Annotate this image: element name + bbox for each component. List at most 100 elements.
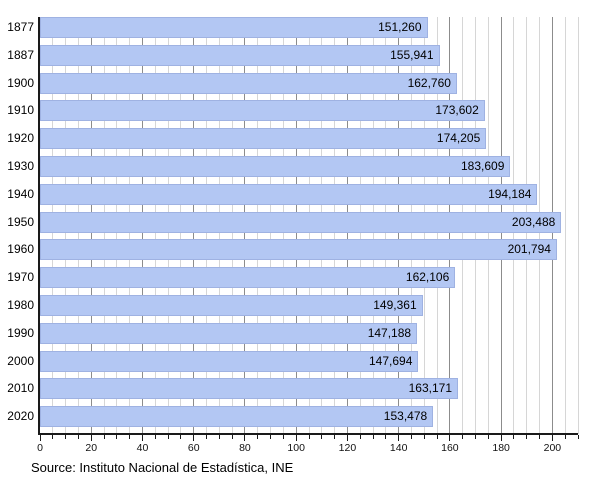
bar: 149,361	[40, 295, 423, 316]
bar-value-label: 163,171	[408, 381, 453, 396]
bar-value-label: 147,694	[368, 353, 413, 368]
y-axis-label: 1970	[7, 270, 34, 285]
bar: 147,694	[40, 350, 419, 372]
x-axis-minor-tick	[410, 435, 412, 439]
x-axis-minor-tick	[334, 435, 336, 439]
bar: 155,941	[40, 44, 440, 66]
x-axis-minor-tick	[359, 435, 361, 439]
y-axis-label: 2000	[7, 353, 34, 368]
bar-value-label: 147,188	[367, 325, 412, 340]
x-axis-minor-tick	[77, 435, 79, 439]
x-axis-minor-tick	[231, 435, 233, 439]
x-axis-major-tick	[141, 435, 143, 441]
x-axis-major-tick	[551, 435, 553, 441]
bar-value-label: 203,488	[511, 214, 556, 229]
x-axis-minor-tick	[308, 435, 310, 439]
x-axis-line	[38, 433, 578, 435]
bar: 163,171	[40, 378, 459, 400]
x-axis-major-tick	[39, 435, 41, 441]
x-axis-minor-tick	[167, 435, 169, 439]
bar: 174,205	[40, 128, 487, 150]
x-axis-minor-tick	[513, 435, 515, 439]
x-axis-minor-tick	[475, 435, 477, 439]
y-axis-label: 2010	[7, 381, 34, 396]
x-axis-major-tick	[193, 435, 195, 441]
x-axis-minor-tick	[282, 435, 284, 439]
x-axis-minor-tick	[180, 435, 182, 439]
x-axis-minor-tick	[539, 435, 541, 439]
y-axis-label: 1887	[7, 47, 34, 62]
x-axis-tick-label: 140	[389, 442, 408, 454]
x-axis-minor-tick	[564, 435, 566, 439]
y-axis-label: 1877	[7, 20, 34, 34]
bar: 151,260	[40, 17, 428, 38]
plot-area: 151,260 155,941 162,760 173,602 174,205 183,6…	[40, 17, 579, 434]
x-axis-major-tick	[346, 435, 348, 441]
x-axis-tick-label: 20	[85, 442, 98, 454]
bar: 183,609	[40, 156, 511, 177]
y-axis-line	[38, 17, 40, 435]
x-axis-minor-tick	[129, 435, 131, 439]
x-axis-minor-tick	[321, 435, 323, 439]
x-axis-minor-tick	[116, 435, 118, 439]
x-axis-minor-tick	[577, 435, 579, 439]
y-axis-label: 1900	[7, 75, 34, 90]
bar: 147,188	[40, 322, 418, 344]
bar-value-label: 162,760	[407, 75, 451, 90]
bar-value-label: 162,106	[405, 270, 450, 285]
x-axis-minor-tick	[372, 435, 374, 439]
x-axis-tick-label: 180	[492, 442, 510, 454]
y-axis-label: 1940	[7, 186, 34, 201]
y-axis-label: 1960	[7, 242, 34, 257]
y-axis-label: 1930	[7, 159, 34, 173]
y-axis-label: 1920	[7, 131, 34, 146]
x-axis-tick-label: 80	[239, 442, 251, 454]
x-axis-tick-label: 60	[187, 442, 200, 454]
bar: 173,602	[40, 100, 485, 122]
x-axis-major-tick	[449, 435, 451, 441]
x-axis-tick-label: 160	[441, 442, 459, 454]
x-axis-tick-label: 120	[338, 442, 357, 454]
minor-gridline	[564, 17, 566, 434]
bar-value-label: 153,478	[383, 409, 428, 424]
x-axis-tick-label: 100	[287, 442, 305, 454]
x-axis-major-tick	[295, 435, 297, 441]
y-axis-label: 1980	[7, 298, 34, 312]
x-axis-minor-tick	[103, 435, 105, 439]
y-axis-label: 1910	[7, 103, 34, 118]
x-axis-major-tick	[244, 435, 246, 441]
x-axis-tick-label: 0	[37, 442, 43, 454]
x-axis-minor-tick	[257, 435, 259, 439]
x-axis-minor-tick	[52, 435, 54, 439]
x-axis-minor-tick	[423, 435, 425, 439]
x-axis-minor-tick	[65, 435, 67, 439]
bar-value-label: 174,205	[436, 131, 481, 146]
bar-value-label: 155,941	[390, 47, 434, 62]
x-axis-minor-tick	[206, 435, 208, 439]
x-axis-minor-tick	[526, 435, 528, 439]
x-axis-major-tick	[90, 435, 92, 441]
bar: 201,794	[40, 239, 557, 261]
x-axis-major-tick	[500, 435, 502, 441]
x-axis-minor-tick	[462, 435, 464, 439]
bar-value-label: 201,794	[507, 242, 551, 257]
bar: 162,106	[40, 267, 456, 289]
x-axis-minor-tick	[385, 435, 387, 439]
x-axis-major-tick	[398, 435, 400, 441]
bar: 153,478	[40, 406, 434, 428]
x-axis-minor-tick	[218, 435, 220, 439]
x-axis-minor-tick	[154, 435, 156, 439]
x-axis-tick-label: 40	[136, 442, 149, 454]
bar: 162,760	[40, 72, 457, 94]
bar-value-label: 149,361	[373, 298, 417, 312]
x-axis-minor-tick	[436, 435, 438, 439]
source-caption: Source: Instituto Nacional de Estadístic…	[31, 460, 294, 475]
x-axis-minor-tick	[270, 435, 272, 439]
bar-value-label: 194,184	[488, 186, 532, 201]
bar: 203,488	[40, 211, 562, 233]
bar-value-label: 151,260	[378, 20, 422, 34]
x-axis-tick-label: 200	[543, 442, 562, 454]
bar-value-label: 183,609	[460, 159, 505, 173]
minor-gridline	[577, 17, 579, 434]
